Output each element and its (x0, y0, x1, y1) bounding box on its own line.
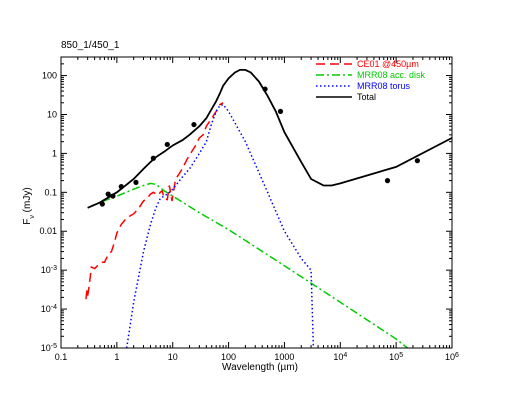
y-tick-label: 10 (47, 109, 57, 119)
y-axis-label: Fν (mJy) (22, 187, 36, 224)
x-tick-label: 0.1 (55, 352, 68, 362)
x-tick-label: 100 (221, 352, 236, 362)
legend-label: MRR08 torus (357, 81, 411, 91)
observed-data-point (99, 201, 105, 207)
y-tick-label: 1 (52, 148, 57, 158)
x-tick-label: 105 (389, 352, 403, 363)
legend-label: CE01 @450µm (357, 59, 419, 69)
series-line-mrr08-acc-disk (87, 182, 409, 348)
y-tick-label: 0.1 (44, 187, 57, 197)
series-line-mrr08-torus (125, 103, 315, 348)
y-tick-label: 10-4 (41, 304, 57, 315)
y-tick-label: 10-3 (41, 265, 57, 276)
observed-data-point (414, 158, 420, 164)
chart-title: 850_1/450_1 (61, 40, 120, 51)
x-tick-label: 1 (114, 352, 119, 362)
x-axis-label: Wavelength (µm) (222, 362, 298, 373)
observed-data-point (150, 155, 156, 161)
observed-data-point (110, 193, 116, 199)
x-tick-label: 10 (168, 352, 178, 362)
observed-data-point (262, 86, 268, 92)
observed-data-point (384, 178, 391, 184)
observed-data-point (277, 108, 284, 115)
plot-frame (60, 56, 453, 349)
legend-label: Total (357, 92, 376, 102)
series-line-ce01-450-m (85, 102, 224, 300)
y-tick-label: 100 (42, 71, 57, 81)
observed-data-point (118, 184, 124, 190)
legend-label: MRR08 acc. disk (357, 70, 426, 80)
x-tick-label: 104 (333, 352, 347, 363)
y-tick-label: 10-5 (41, 343, 57, 354)
observed-data-point (105, 191, 111, 197)
x-tick-label: 106 (445, 352, 459, 363)
y-tick-label: 0.01 (39, 226, 57, 236)
x-tick-label: 1000 (274, 352, 294, 362)
observed-data-point (164, 141, 170, 148)
observed-data-point (191, 121, 197, 128)
observed-data-point (133, 179, 139, 185)
